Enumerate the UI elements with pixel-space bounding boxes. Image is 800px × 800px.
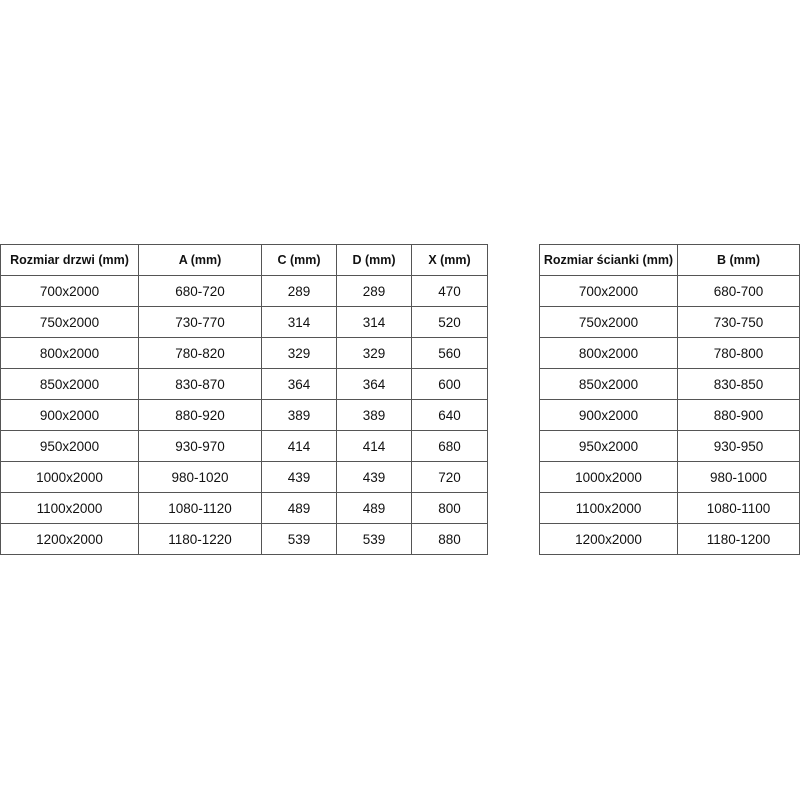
table-cell: 1080-1100 bbox=[677, 492, 800, 524]
table-cell: 800x2000 bbox=[539, 337, 678, 369]
table-cell: 980-1000 bbox=[677, 461, 800, 493]
table-cell: 930-950 bbox=[677, 430, 800, 462]
table-row: 950x2000 930-950 bbox=[539, 430, 800, 462]
table-row: 1100x2000 1080-1120 489 489 800 bbox=[0, 492, 488, 524]
table-row: 800x2000 780-820 329 329 560 bbox=[0, 337, 488, 369]
table-cell: 520 bbox=[411, 306, 488, 338]
table-cell: 539 bbox=[336, 523, 412, 555]
table-header-row: Rozmiar drzwi (mm) A (mm) C (mm) D (mm) X (m… bbox=[0, 244, 488, 276]
table-cell: 980-1020 bbox=[138, 461, 262, 493]
table-cell: 1180-1220 bbox=[138, 523, 262, 555]
column-header: A (mm) bbox=[138, 244, 262, 276]
table-cell: 1000x2000 bbox=[539, 461, 678, 493]
table-cell: 800 bbox=[411, 492, 488, 524]
column-header: X (mm) bbox=[411, 244, 488, 276]
table-cell: 800x2000 bbox=[0, 337, 139, 369]
table-cell: 680-720 bbox=[138, 275, 262, 307]
table-cell: 414 bbox=[261, 430, 337, 462]
table-cell: 880-920 bbox=[138, 399, 262, 431]
table-row: 1100x2000 1080-1100 bbox=[539, 492, 800, 524]
table-cell: 780-820 bbox=[138, 337, 262, 369]
table-cell: 329 bbox=[336, 337, 412, 369]
table-cell: 900x2000 bbox=[0, 399, 139, 431]
table-cell: 850x2000 bbox=[0, 368, 139, 400]
table-cell: 720 bbox=[411, 461, 488, 493]
column-header: Rozmiar drzwi (mm) bbox=[0, 244, 139, 276]
table-cell: 730-750 bbox=[677, 306, 800, 338]
table-row: 850x2000 830-850 bbox=[539, 368, 800, 400]
table-cell: 880 bbox=[411, 523, 488, 555]
table-row: 1000x2000 980-1000 bbox=[539, 461, 800, 493]
table-cell: 1100x2000 bbox=[0, 492, 139, 524]
column-header: B (mm) bbox=[677, 244, 800, 276]
door-size-table: Rozmiar drzwi (mm) A (mm) C (mm) D (mm) X (m… bbox=[0, 244, 488, 555]
table-cell: 489 bbox=[336, 492, 412, 524]
table-cell: 489 bbox=[261, 492, 337, 524]
table-row: 750x2000 730-750 bbox=[539, 306, 800, 338]
table-cell: 1180-1200 bbox=[677, 523, 800, 555]
table-cell: 700x2000 bbox=[0, 275, 139, 307]
table-cell: 600 bbox=[411, 368, 488, 400]
table-cell: 1100x2000 bbox=[539, 492, 678, 524]
table-row: 750x2000 730-770 314 314 520 bbox=[0, 306, 488, 338]
table-cell: 1080-1120 bbox=[138, 492, 262, 524]
table-cell: 289 bbox=[261, 275, 337, 307]
table-cell: 830-870 bbox=[138, 368, 262, 400]
table-cell: 780-800 bbox=[677, 337, 800, 369]
table-cell: 730-770 bbox=[138, 306, 262, 338]
table-row: 1200x2000 1180-1220 539 539 880 bbox=[0, 523, 488, 555]
table-row: 950x2000 930-970 414 414 680 bbox=[0, 430, 488, 462]
column-header: Rozmiar ścianki (mm) bbox=[539, 244, 678, 276]
table-cell: 700x2000 bbox=[539, 275, 678, 307]
table-cell: 850x2000 bbox=[539, 368, 678, 400]
table-cell: 560 bbox=[411, 337, 488, 369]
table-cell: 314 bbox=[261, 306, 337, 338]
table-cell: 680-700 bbox=[677, 275, 800, 307]
table-cell: 1200x2000 bbox=[0, 523, 139, 555]
table-row: 1200x2000 1180-1200 bbox=[539, 523, 800, 555]
table-row: 850x2000 830-870 364 364 600 bbox=[0, 368, 488, 400]
table-cell: 930-970 bbox=[138, 430, 262, 462]
table-cell: 880-900 bbox=[677, 399, 800, 431]
table-row: 1000x2000 980-1020 439 439 720 bbox=[0, 461, 488, 493]
table-cell: 1000x2000 bbox=[0, 461, 139, 493]
table-cell: 364 bbox=[261, 368, 337, 400]
table-cell: 329 bbox=[261, 337, 337, 369]
table-cell: 640 bbox=[411, 399, 488, 431]
table-row: 900x2000 880-920 389 389 640 bbox=[0, 399, 488, 431]
table-cell: 950x2000 bbox=[0, 430, 139, 462]
table-cell: 830-850 bbox=[677, 368, 800, 400]
table-cell: 389 bbox=[336, 399, 412, 431]
table-row: 900x2000 880-900 bbox=[539, 399, 800, 431]
table-row: 700x2000 680-700 bbox=[539, 275, 800, 307]
table-cell: 539 bbox=[261, 523, 337, 555]
table-cell: 314 bbox=[336, 306, 412, 338]
table-cell: 289 bbox=[336, 275, 412, 307]
table-cell: 414 bbox=[336, 430, 412, 462]
table-cell: 1200x2000 bbox=[539, 523, 678, 555]
table-cell: 750x2000 bbox=[0, 306, 139, 338]
table-row: 700x2000 680-720 289 289 470 bbox=[0, 275, 488, 307]
table-cell: 364 bbox=[336, 368, 412, 400]
table-header-row: Rozmiar ścianki (mm) B (mm) bbox=[539, 244, 800, 276]
table-cell: 470 bbox=[411, 275, 488, 307]
table-cell: 900x2000 bbox=[539, 399, 678, 431]
table-cell: 750x2000 bbox=[539, 306, 678, 338]
wall-size-table: Rozmiar ścianki (mm) B (mm) 700x2000 680-7… bbox=[539, 244, 800, 555]
table-cell: 439 bbox=[336, 461, 412, 493]
column-header: C (mm) bbox=[261, 244, 337, 276]
table-cell: 950x2000 bbox=[539, 430, 678, 462]
table-cell: 680 bbox=[411, 430, 488, 462]
table-cell: 389 bbox=[261, 399, 337, 431]
column-header: D (mm) bbox=[336, 244, 412, 276]
table-row: 800x2000 780-800 bbox=[539, 337, 800, 369]
table-cell: 439 bbox=[261, 461, 337, 493]
